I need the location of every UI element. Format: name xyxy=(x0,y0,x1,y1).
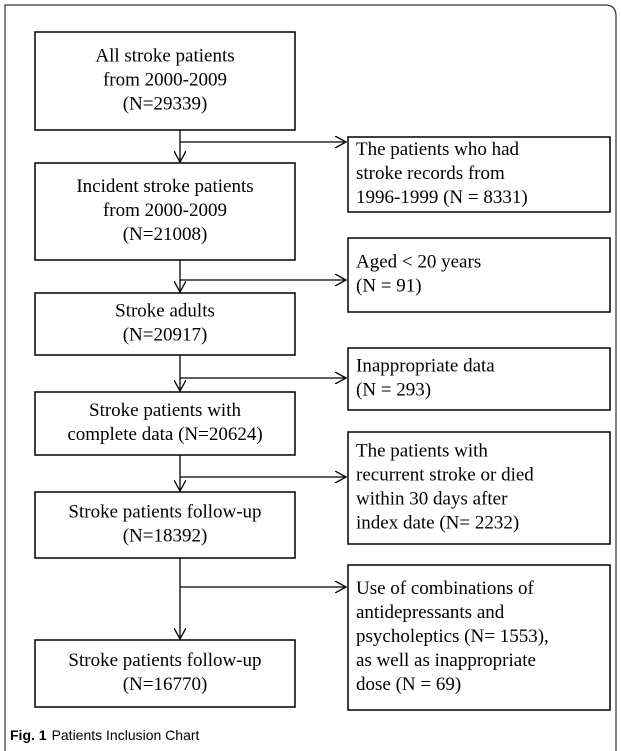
box-line: dose (N = 69) xyxy=(356,674,461,695)
step-box xyxy=(34,31,296,131)
box-line: index date (N= 2232) xyxy=(356,512,519,533)
box-line: Stroke adults xyxy=(115,300,215,321)
box-line: All stroke patients xyxy=(95,45,234,66)
box-line: antidepressants and xyxy=(356,602,505,623)
box-line: recurrent stroke or died xyxy=(356,464,534,485)
exclusion-box xyxy=(347,347,611,411)
box-line: from 2000-2009 xyxy=(103,200,227,221)
box-line: Aged < 20 years xyxy=(356,251,481,272)
box-line: (N = 293) xyxy=(356,379,431,400)
box-line: stroke records from xyxy=(356,163,505,184)
box-line: (N=16770) xyxy=(123,674,208,695)
box-line: (N=29339) xyxy=(123,93,208,114)
step-box xyxy=(34,292,296,356)
box-line: as well as inappropriate xyxy=(356,650,536,671)
step-box xyxy=(34,639,296,708)
exclusion-box xyxy=(347,136,611,213)
box-line: (N=20917) xyxy=(123,324,208,345)
box-line: Inappropriate data xyxy=(356,355,495,376)
box-line: Stroke patients with xyxy=(89,400,241,421)
box-line: Stroke patients follow-up xyxy=(68,501,261,522)
box-line: (N=18392) xyxy=(123,525,208,546)
box-line: from 2000-2009 xyxy=(103,69,227,90)
box-line: Stroke patients follow-up xyxy=(68,650,261,671)
box-line: 1996-1999 (N = 8331) xyxy=(356,187,528,208)
caption-label: Fig. 1 xyxy=(10,727,47,743)
box-line: (N = 91) xyxy=(356,275,422,296)
caption-text: Patients Inclusion Chart xyxy=(52,727,200,743)
frame xyxy=(4,4,617,751)
exclusion-box xyxy=(347,431,611,545)
exclusion-box xyxy=(347,564,611,711)
box-line: The patients with xyxy=(356,440,488,461)
box-line: Incident stroke patients xyxy=(76,176,253,197)
box-line: Use of combinations of xyxy=(356,578,535,599)
box-line: (N=21008) xyxy=(123,224,208,245)
box-line: complete data (N=20624) xyxy=(67,424,262,445)
exclusion-box xyxy=(347,237,611,313)
box-line: psycholeptics (N= 1553), xyxy=(356,626,549,647)
step-box xyxy=(34,491,296,559)
step-box xyxy=(34,162,296,261)
step-box xyxy=(34,391,296,456)
caption: Fig. 1 Patients Inclusion Chart xyxy=(10,727,200,743)
box-line: within 30 days after xyxy=(356,488,508,509)
box-line: The patients who had xyxy=(356,139,520,160)
